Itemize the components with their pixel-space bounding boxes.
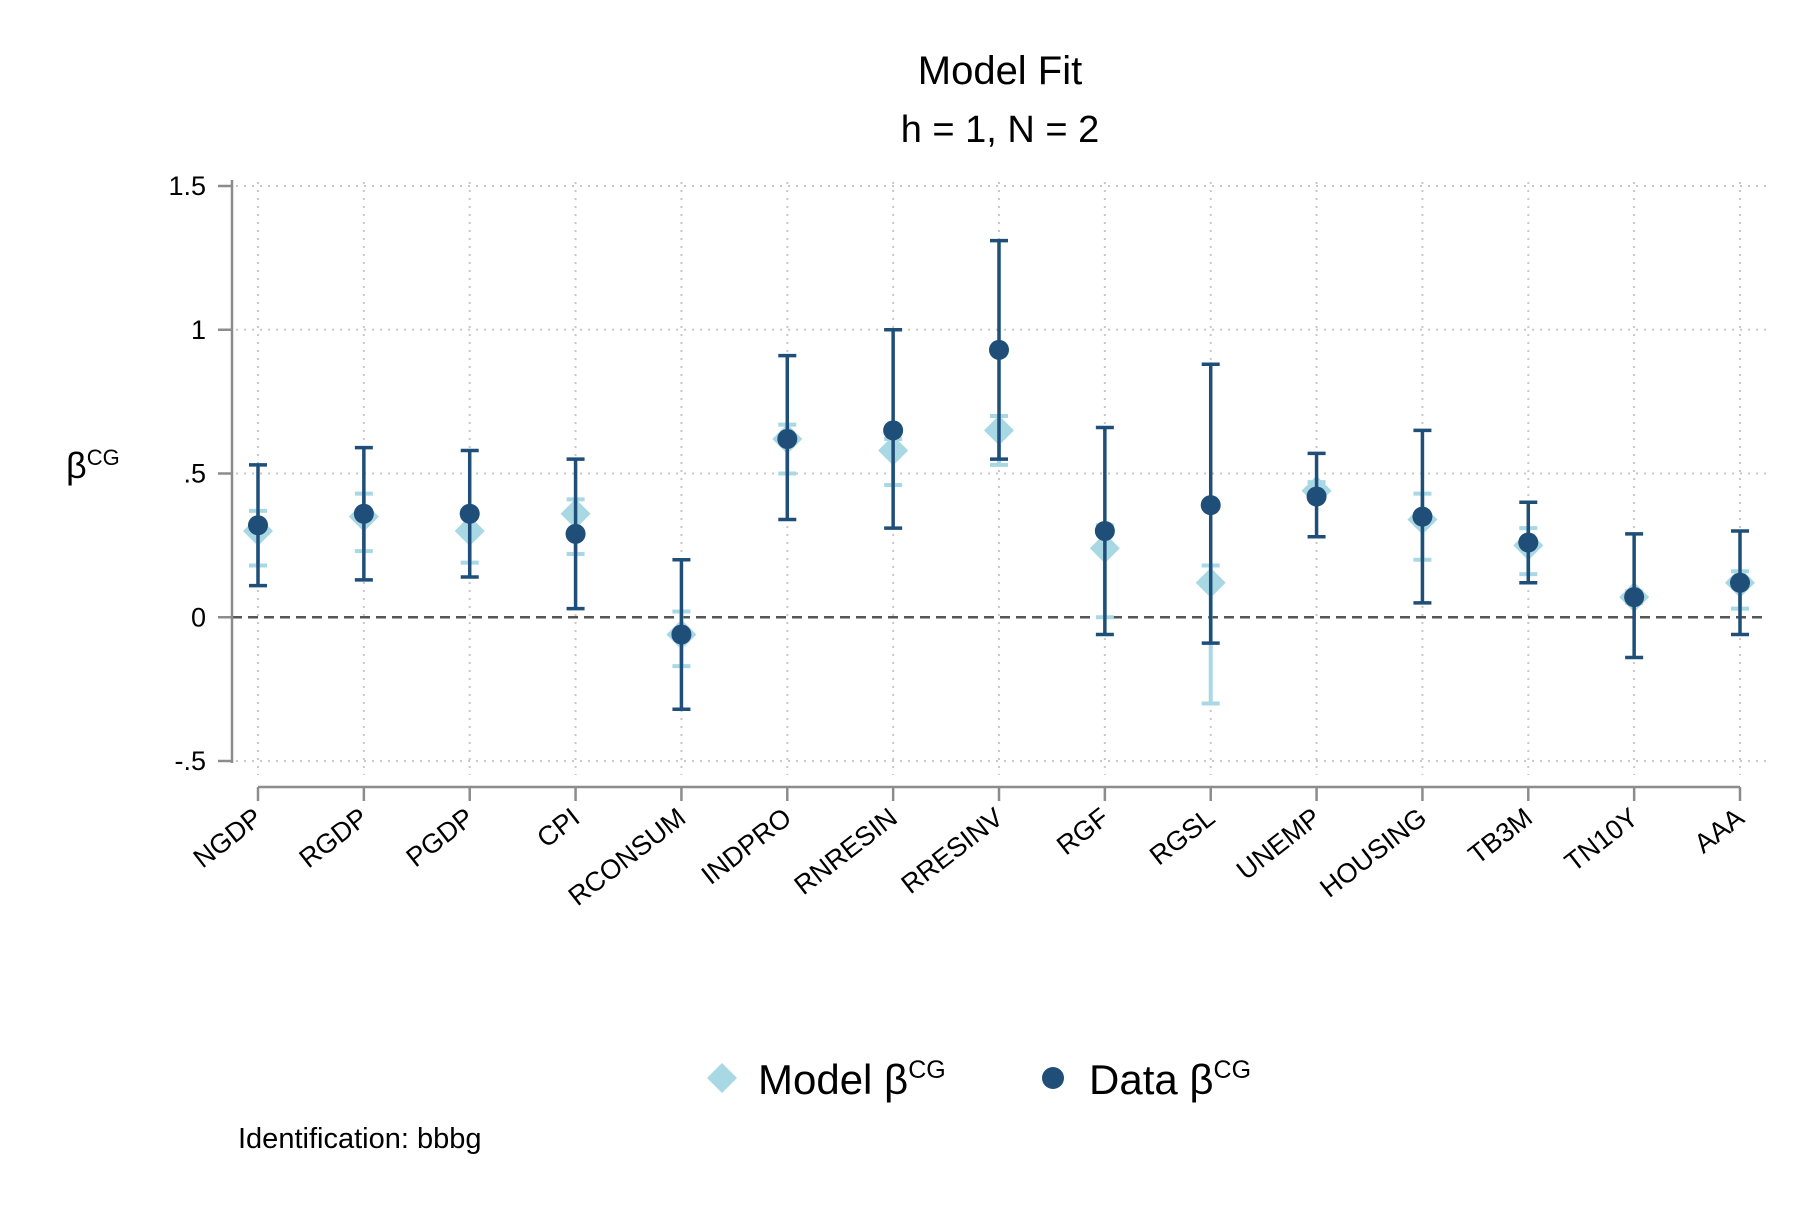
data-point bbox=[1094, 521, 1115, 541]
data-point bbox=[353, 503, 374, 524]
y-tick-label: 0 bbox=[191, 602, 206, 632]
data-point bbox=[989, 339, 1009, 360]
chart-subtitle: h = 1, N = 2 bbox=[901, 109, 1100, 151]
x-tick-label: UNEMP bbox=[1231, 802, 1326, 886]
plot-marks bbox=[243, 238, 1755, 711]
chart-title: Model Fit bbox=[918, 49, 1083, 93]
x-tick-label: RGSL bbox=[1144, 802, 1220, 871]
y-tick-label: 1.5 bbox=[168, 171, 206, 201]
y-tick-label: -.5 bbox=[174, 746, 206, 776]
y-tick-label: .5 bbox=[183, 459, 206, 489]
data-point bbox=[248, 515, 268, 536]
legend-model-label-superscript: CG bbox=[908, 1056, 946, 1084]
x-tick-label: RGF bbox=[1051, 802, 1114, 861]
x-tick-label: PGDP bbox=[401, 802, 480, 873]
data-point bbox=[565, 523, 586, 544]
x-tick-label: TN10Y bbox=[1559, 802, 1644, 877]
legend-data-label: Data βCG bbox=[1089, 1056, 1251, 1103]
data-point bbox=[1306, 486, 1327, 507]
data-point bbox=[1730, 572, 1750, 593]
x-tick-label: AAA bbox=[1689, 802, 1750, 859]
x-tick-label: RCONSUM bbox=[563, 802, 691, 912]
data-point bbox=[1412, 506, 1433, 527]
data-point bbox=[459, 503, 480, 524]
x-tick-label: CPI bbox=[531, 802, 585, 853]
legend-data-marker bbox=[1042, 1067, 1064, 1089]
legend-data-label-superscript: CG bbox=[1214, 1056, 1252, 1084]
data-point bbox=[777, 429, 798, 449]
y-axis-label-main: β bbox=[66, 445, 87, 486]
x-tick-label: HOUSING bbox=[1314, 802, 1432, 903]
y-tick-label: 1 bbox=[191, 315, 206, 345]
data-point bbox=[1624, 587, 1645, 608]
y-axis-label: βCG bbox=[66, 445, 120, 486]
x-tick-label: RRESINV bbox=[896, 802, 1009, 900]
x-tick-label: RNRESIN bbox=[789, 802, 903, 900]
data-point bbox=[671, 624, 692, 645]
data-point bbox=[1200, 495, 1221, 516]
legend-model-marker bbox=[707, 1063, 737, 1093]
x-tick-label: TB3M bbox=[1463, 802, 1538, 870]
legend-model-label: Model βCG bbox=[758, 1056, 946, 1103]
x-tick-label: INDPRO bbox=[696, 802, 797, 890]
legend: Model βCG Data βCG bbox=[707, 1056, 1251, 1103]
footnote: Identification: bbbg bbox=[238, 1123, 481, 1155]
legend-model-label-main: Model β bbox=[758, 1056, 908, 1103]
data-point bbox=[883, 420, 904, 441]
legend-data-label-main: Data β bbox=[1089, 1056, 1214, 1103]
x-tick-label: RGDP bbox=[294, 802, 374, 874]
data-point bbox=[1518, 532, 1539, 553]
x-tick-label: NGDP bbox=[188, 802, 268, 874]
y-axis-label-superscript: CG bbox=[87, 445, 120, 470]
